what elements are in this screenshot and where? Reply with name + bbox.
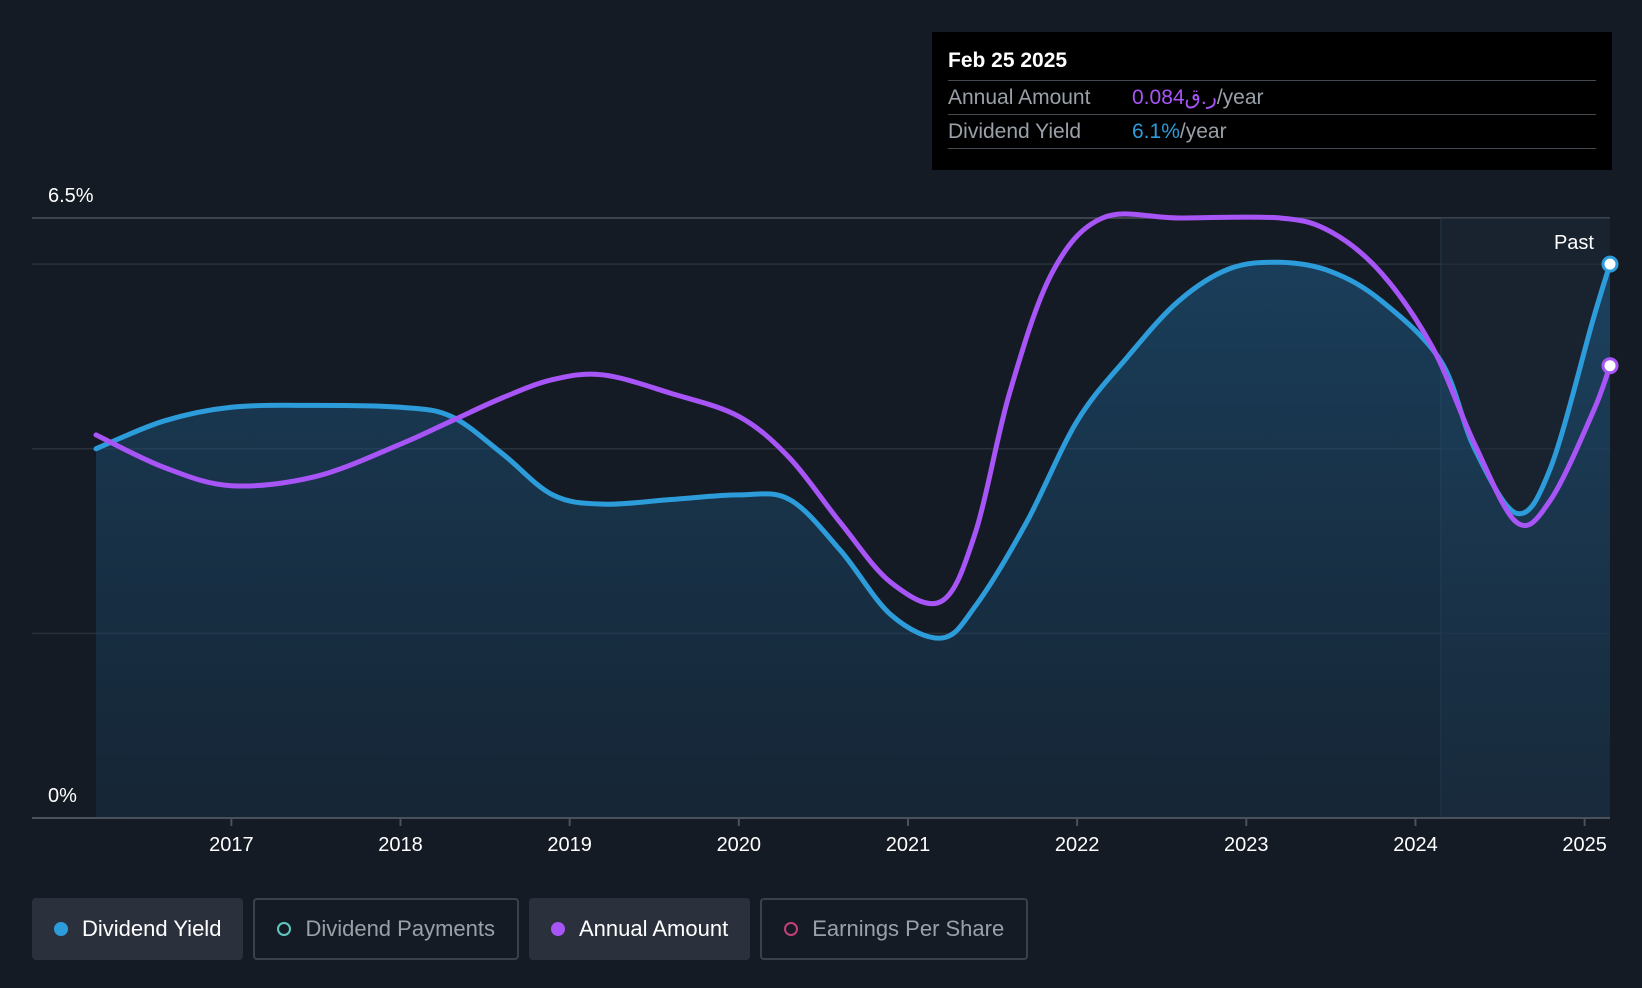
x-tick-label: 2019 <box>547 834 592 856</box>
tooltip-annual-value: 0.084ر.ق <box>1132 86 1217 109</box>
tooltip-annual-row: Annual Amount 0.084ر.ق /year <box>948 81 1596 115</box>
y-label-top: 6.5% <box>48 185 94 207</box>
legend-earnings-per-share-button[interactable]: Earnings Per Share <box>760 898 1029 960</box>
tooltip-yield-row: Dividend Yield 6.1% /year <box>948 115 1596 149</box>
annual-amount-end-marker <box>1601 357 1619 375</box>
legend-dividend-payments-button[interactable]: Dividend Payments <box>253 898 519 960</box>
tooltip-yield-unit: /year <box>1179 120 1227 143</box>
tooltip-annual-unit: /year <box>1216 86 1264 109</box>
legend-label: Dividend Yield <box>82 916 222 941</box>
legend-dot-icon <box>54 922 68 936</box>
x-tick-label: 2022 <box>1055 834 1100 856</box>
legend-annual-amount-button[interactable]: Annual Amount <box>528 898 751 960</box>
legend-label: Earnings Per Share <box>812 916 1005 941</box>
dividend-yield-end-marker <box>1601 255 1619 273</box>
x-tick-label: 2017 <box>209 834 254 856</box>
chart-area: 2017 2018 2019 2020 2021 2022 2023 2024 2025 6.5… <box>32 32 1619 856</box>
legend-dot-icon <box>550 922 565 936</box>
tooltip-date: Feb 25 2025 <box>948 46 1596 81</box>
dividend-yield-area <box>96 262 1610 819</box>
tooltip: Feb 25 2025 Annual Amount 0.084ر.ق /year… <box>932 32 1612 170</box>
annual-amount-line <box>93 211 1613 607</box>
y-label-bottom: 0% <box>48 785 77 807</box>
x-tick-label: 2023 <box>1224 834 1269 856</box>
legend-label: Dividend Payments <box>305 916 495 941</box>
x-tick-label: 2018 <box>378 834 423 856</box>
x-tick-label: 2021 <box>886 834 931 856</box>
x-tick-label: 2025 <box>1562 834 1607 856</box>
tooltip-yield-value: 6.1% <box>1132 120 1180 143</box>
x-tick-label: 2020 <box>717 834 762 856</box>
dividend-chart: 2017 2018 2019 2020 2021 2022 2023 2024 2025 6.5… <box>32 185 1619 856</box>
legend: Dividend Yield Dividend Payments Annual … <box>32 898 1029 960</box>
legend-label: Annual Amount <box>578 916 729 941</box>
past-label: Past <box>1554 232 1594 254</box>
legend-ring-icon <box>784 922 799 936</box>
x-tick-label: 2024 <box>1393 834 1438 856</box>
legend-dividend-yield-button[interactable]: Dividend Yield <box>32 898 244 960</box>
legend-ring-icon <box>277 922 292 936</box>
tooltip-annual-label: Annual Amount <box>948 86 1091 109</box>
tooltip-yield-label: Dividend Yield <box>948 120 1082 143</box>
